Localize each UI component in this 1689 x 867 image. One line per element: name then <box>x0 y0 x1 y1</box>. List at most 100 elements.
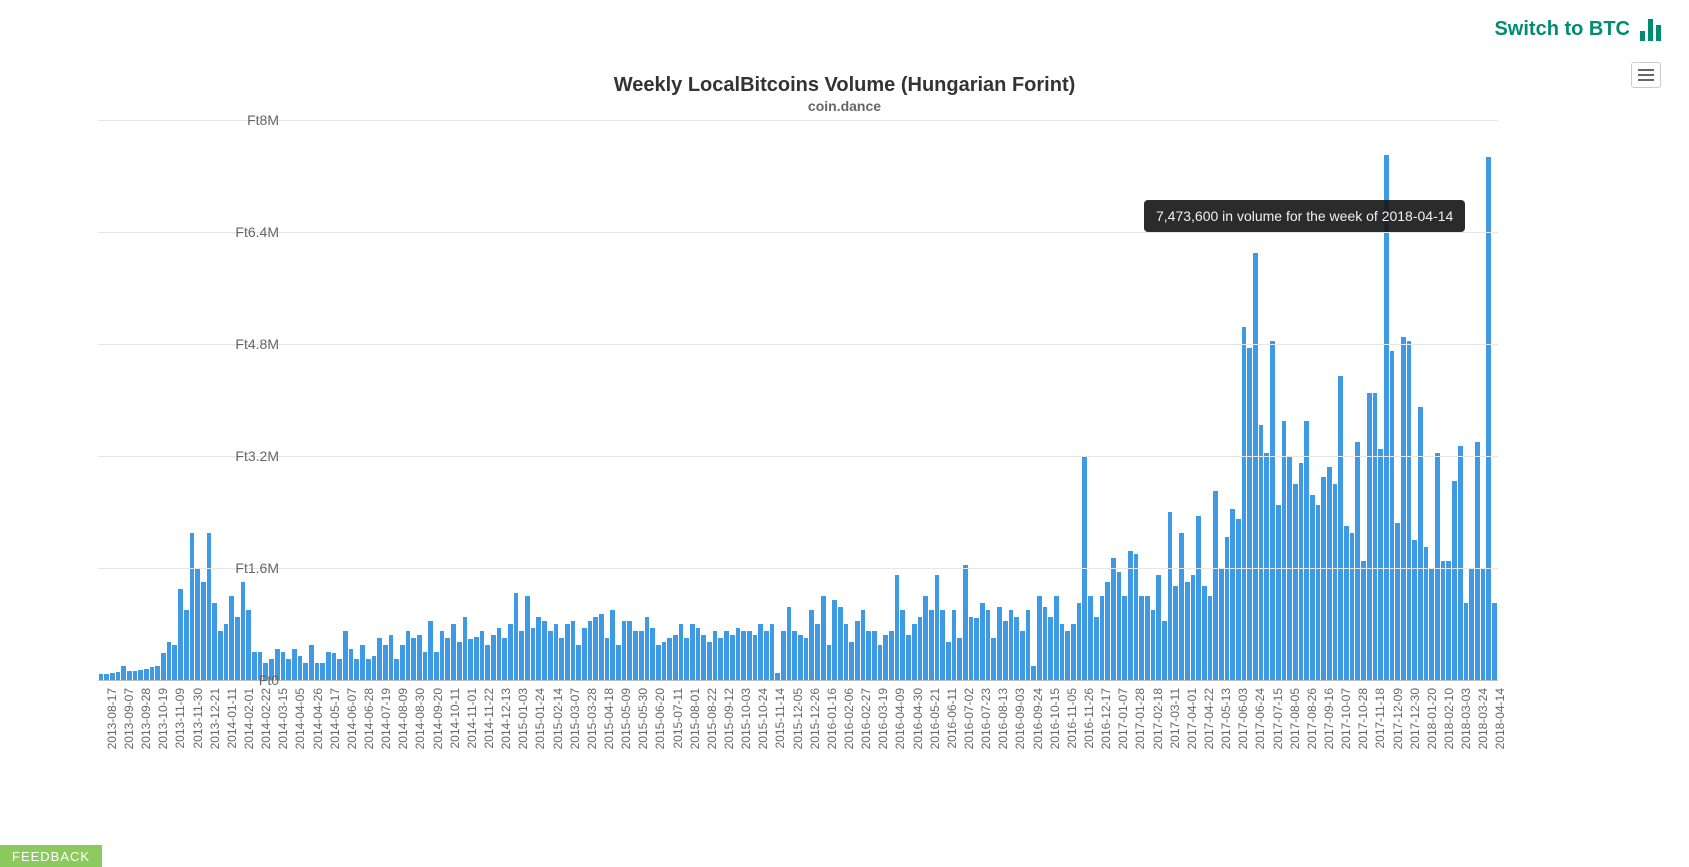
bar[interactable] <box>650 628 655 681</box>
bar[interactable] <box>1151 610 1156 680</box>
bar[interactable] <box>491 635 496 681</box>
bar[interactable] <box>1111 558 1116 681</box>
bar[interactable] <box>1293 484 1298 680</box>
bar[interactable] <box>190 533 195 680</box>
bar[interactable] <box>1469 568 1474 680</box>
bar[interactable] <box>1225 537 1230 681</box>
bar[interactable] <box>684 638 689 680</box>
bar[interactable] <box>974 618 979 680</box>
bar[interactable] <box>1088 596 1093 680</box>
bar[interactable] <box>474 637 479 680</box>
bar[interactable] <box>366 659 371 680</box>
bar[interactable] <box>531 628 536 681</box>
bar[interactable] <box>1168 512 1173 680</box>
bar[interactable] <box>1282 421 1287 680</box>
bar[interactable] <box>389 635 394 681</box>
bar[interactable] <box>1009 610 1014 680</box>
bar[interactable] <box>639 631 644 680</box>
bar[interactable] <box>1367 393 1372 680</box>
bar[interactable] <box>349 649 354 681</box>
bar[interactable] <box>662 642 667 681</box>
bar[interactable] <box>923 596 928 680</box>
bar[interactable] <box>616 645 621 680</box>
bar[interactable] <box>991 638 996 680</box>
bar[interactable] <box>633 631 638 680</box>
bar[interactable] <box>957 638 962 680</box>
bar[interactable] <box>889 631 894 680</box>
bar[interactable] <box>127 671 132 680</box>
bar[interactable] <box>463 617 468 680</box>
bar[interactable] <box>679 624 684 680</box>
bar[interactable] <box>423 652 428 680</box>
bar[interactable] <box>1259 425 1264 681</box>
bar[interactable] <box>815 624 820 680</box>
bar[interactable] <box>1378 449 1383 680</box>
bar[interactable] <box>536 617 541 680</box>
bar[interactable] <box>935 575 940 680</box>
bar[interactable] <box>184 610 189 680</box>
bar[interactable] <box>969 617 974 680</box>
bar[interactable] <box>298 656 303 681</box>
bar[interactable] <box>747 631 752 680</box>
bar[interactable] <box>582 628 587 681</box>
bar[interactable] <box>1077 603 1082 680</box>
bar[interactable] <box>457 642 462 681</box>
bar[interactable] <box>1270 341 1275 681</box>
bar[interactable] <box>406 631 411 680</box>
bar[interactable] <box>758 624 763 680</box>
bar[interactable] <box>400 645 405 680</box>
bar[interactable] <box>821 596 826 680</box>
bar[interactable] <box>576 645 581 680</box>
bar[interactable] <box>1242 327 1247 681</box>
bar[interactable] <box>827 645 832 680</box>
bar[interactable] <box>980 603 985 680</box>
bar[interactable] <box>1060 624 1065 680</box>
bar[interactable] <box>736 628 741 681</box>
bar[interactable] <box>645 617 650 680</box>
bar[interactable] <box>212 603 217 680</box>
bar[interactable] <box>1384 155 1389 680</box>
bar[interactable] <box>849 642 854 681</box>
bar[interactable] <box>730 635 735 681</box>
bar[interactable] <box>519 631 524 680</box>
bar[interactable] <box>1321 477 1326 680</box>
bar[interactable] <box>167 642 172 681</box>
bar[interactable] <box>1344 526 1349 680</box>
bar[interactable] <box>360 645 365 680</box>
bar[interactable] <box>502 638 507 680</box>
bar[interactable] <box>377 638 382 680</box>
bar[interactable] <box>1373 393 1378 680</box>
bar[interactable] <box>844 624 849 680</box>
bar[interactable] <box>690 624 695 680</box>
bar[interactable] <box>1048 617 1053 680</box>
bar[interactable] <box>1304 421 1309 680</box>
bar[interactable] <box>946 642 951 681</box>
bar[interactable] <box>1219 568 1224 680</box>
bar[interactable] <box>1230 509 1235 681</box>
bar[interactable] <box>1441 561 1446 680</box>
bar[interactable] <box>235 617 240 680</box>
bar[interactable] <box>1333 484 1338 680</box>
bar[interactable] <box>133 671 138 680</box>
bar[interactable] <box>303 663 308 681</box>
switch-to-btc-link[interactable]: Switch to BTC <box>1494 18 1630 41</box>
bar[interactable] <box>809 610 814 680</box>
bar[interactable] <box>673 635 678 681</box>
bar[interactable] <box>775 673 780 680</box>
bar[interactable] <box>110 673 115 680</box>
bar[interactable] <box>1185 582 1190 680</box>
bar[interactable] <box>1492 603 1497 680</box>
bar[interactable] <box>559 638 564 680</box>
bar[interactable] <box>1253 253 1258 680</box>
bar[interactable] <box>1179 533 1184 680</box>
bar[interactable] <box>548 631 553 680</box>
bar[interactable] <box>1338 376 1343 681</box>
bar[interactable] <box>1213 491 1218 680</box>
bar[interactable] <box>1429 568 1434 680</box>
bar[interactable] <box>1418 407 1423 680</box>
bar[interactable] <box>155 666 160 680</box>
bar[interactable] <box>838 607 843 681</box>
bar[interactable] <box>1299 463 1304 680</box>
bar[interactable] <box>178 589 183 680</box>
bar[interactable] <box>337 659 342 680</box>
